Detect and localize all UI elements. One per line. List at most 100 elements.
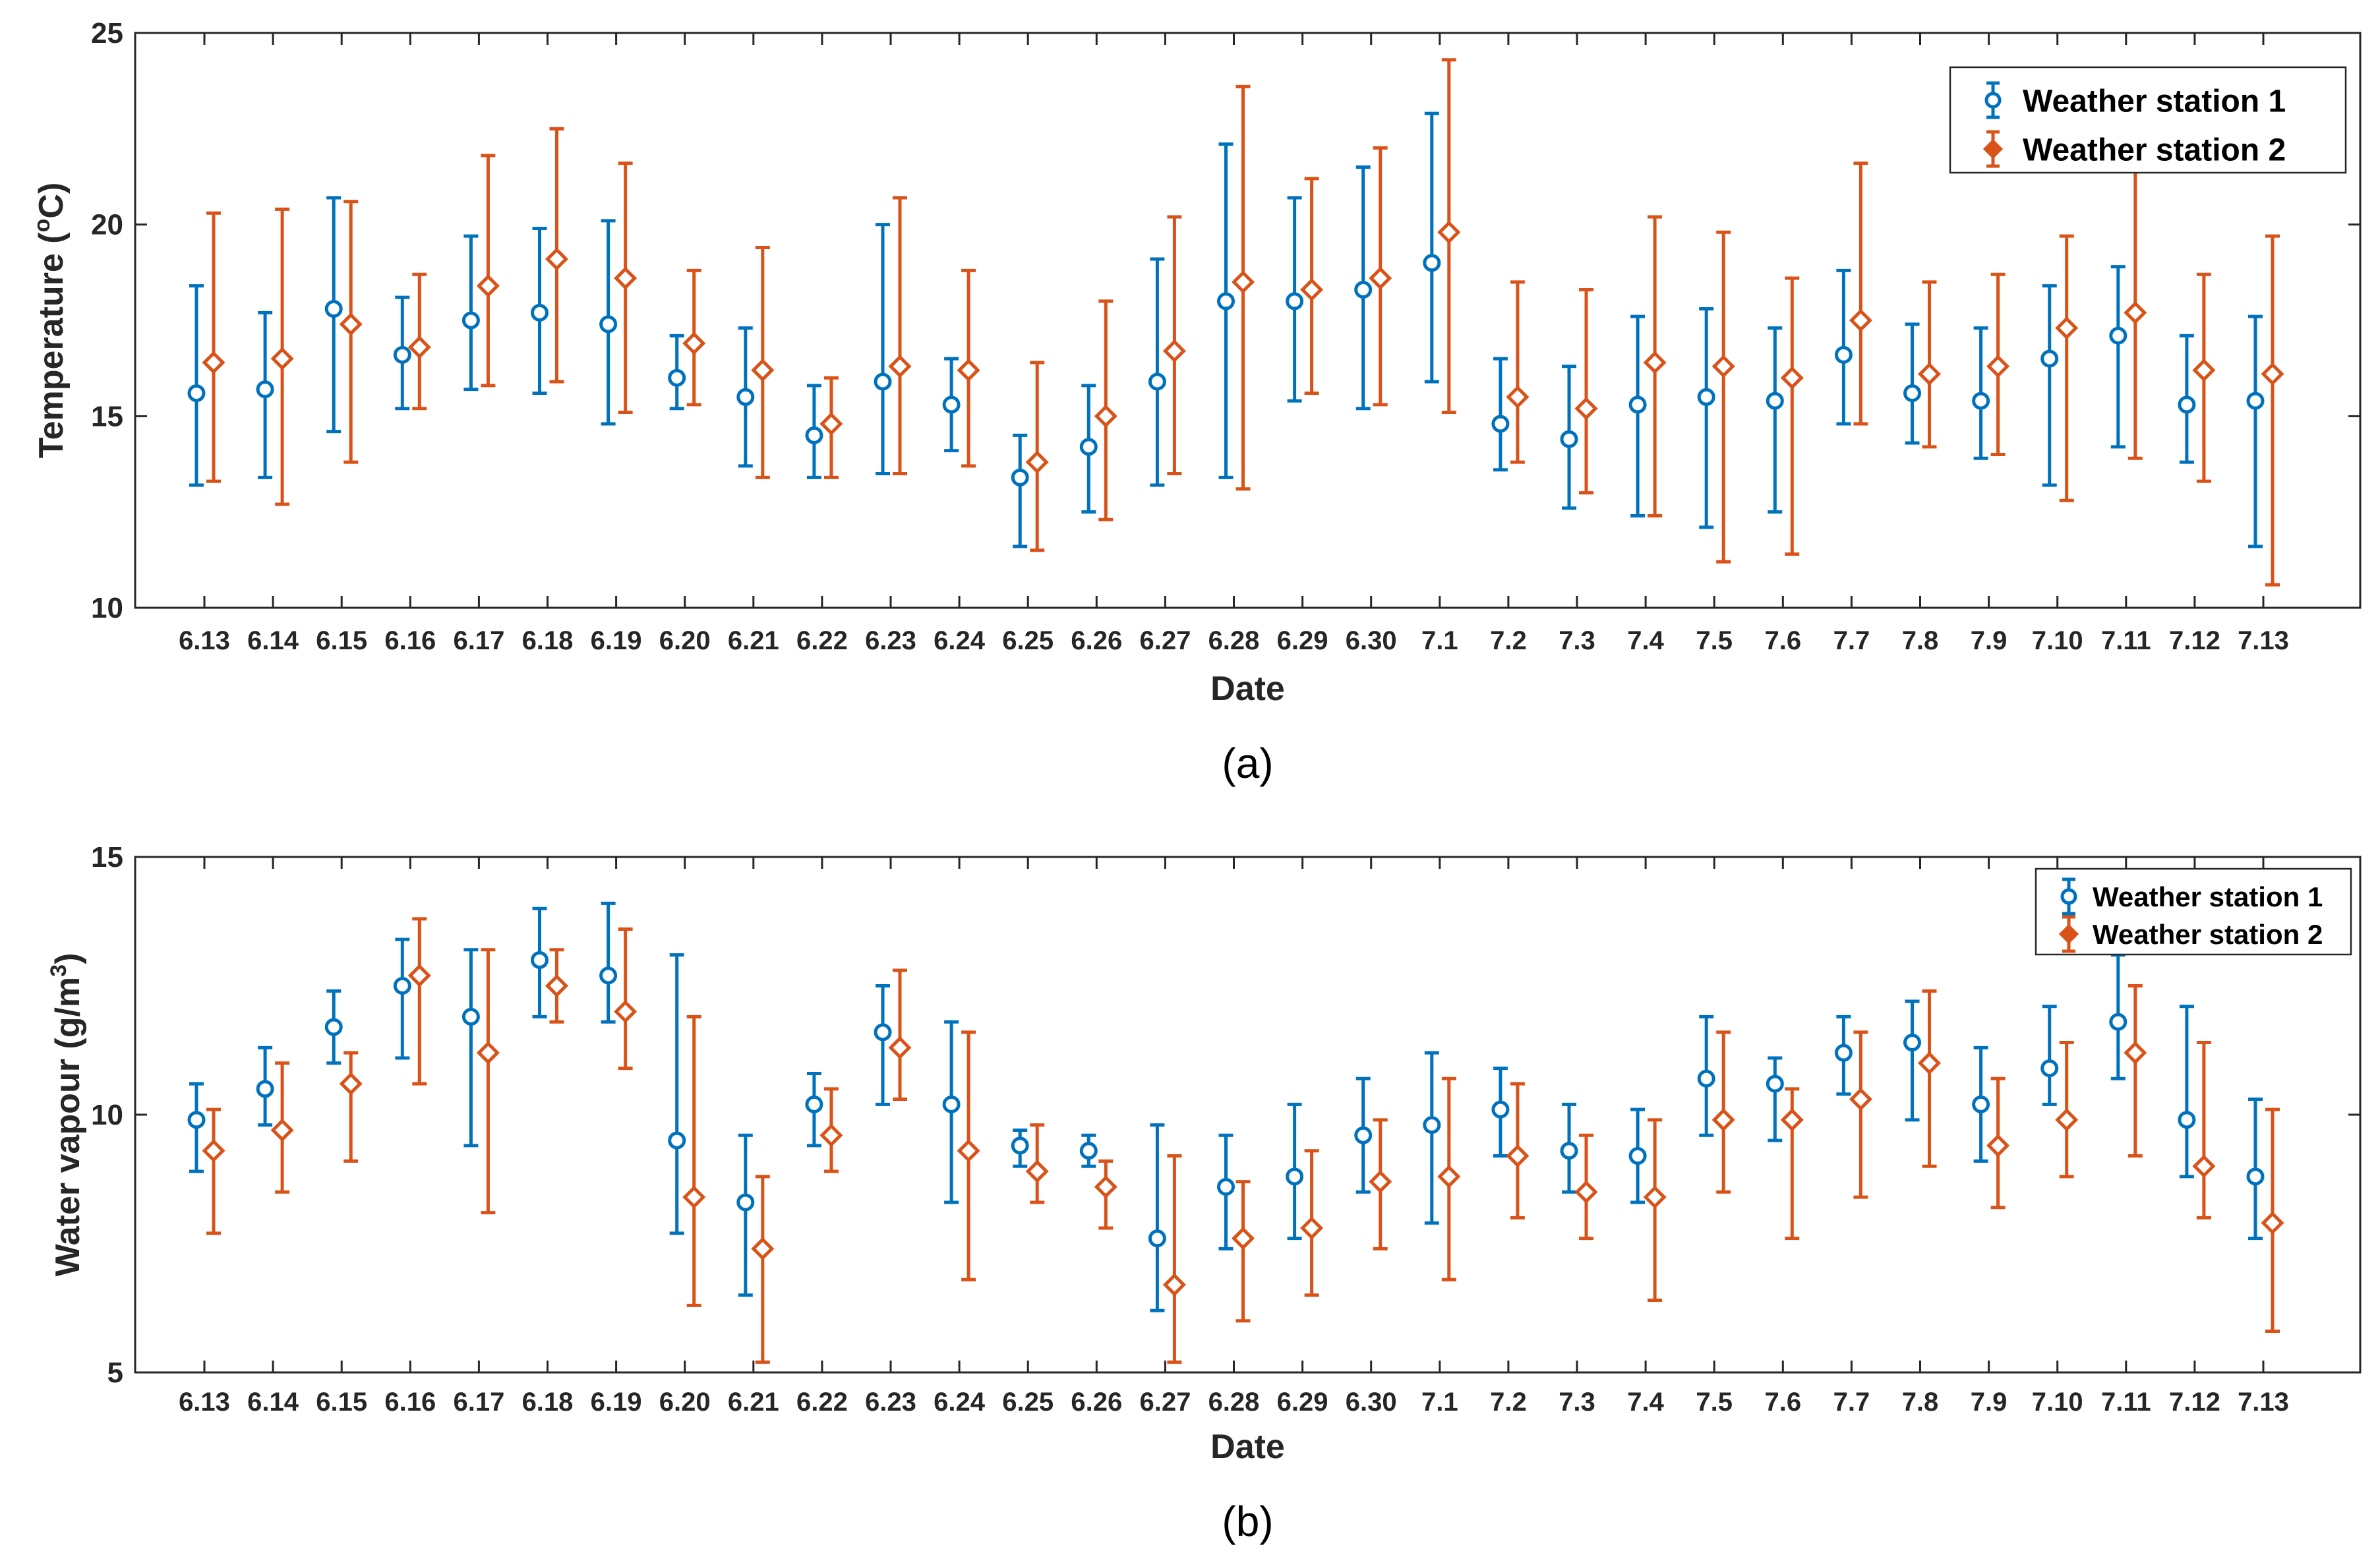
data-point bbox=[2109, 326, 2127, 345]
data-point bbox=[1217, 1177, 1235, 1196]
data-point bbox=[393, 977, 411, 995]
legend-marker bbox=[1984, 92, 2002, 109]
data-point bbox=[1369, 266, 1392, 290]
data-point bbox=[476, 274, 500, 298]
legend: Weather station 1 Weather station 2 bbox=[2035, 867, 2352, 956]
x-tick-label: 7.9 bbox=[1971, 626, 2008, 655]
x-tick-label: 6.24 bbox=[934, 1388, 986, 1417]
data-point bbox=[1025, 450, 1049, 474]
x-tick-label: 7.13 bbox=[2238, 626, 2289, 655]
x-tick-label: 6.30 bbox=[1346, 1388, 1397, 1417]
data-point bbox=[1286, 292, 1304, 310]
data-point bbox=[2040, 1059, 2059, 1078]
y-tick-label: 10 bbox=[91, 592, 123, 624]
data-point bbox=[2055, 1108, 2079, 1132]
data-point bbox=[270, 1118, 294, 1142]
data-point bbox=[2055, 316, 2079, 340]
y-axis-label-sup: o bbox=[30, 219, 55, 233]
series-1 bbox=[187, 111, 2265, 548]
data-point bbox=[1849, 1088, 1872, 1111]
x-tick-label: 6.27 bbox=[1139, 1388, 1191, 1417]
legend-box bbox=[1949, 66, 2347, 174]
x-tick-label: 6.26 bbox=[1071, 626, 1122, 655]
data-point bbox=[1231, 1227, 1255, 1250]
data-point bbox=[614, 266, 638, 290]
data-point bbox=[1574, 1180, 1598, 1204]
data-point bbox=[2246, 1167, 2265, 1186]
x-tick-label: 7.5 bbox=[1696, 1388, 1733, 1417]
data-point bbox=[1162, 339, 1186, 363]
data-point bbox=[531, 951, 549, 969]
panel-b: 5 10 15 6.13 6.14 6.15 6.16 6.17 6.18 6.19 6.20 6.2… bbox=[46, 841, 2362, 1545]
data-point bbox=[1423, 254, 1441, 272]
data-point bbox=[1643, 1185, 1667, 1209]
x-tick-label: 7.9 bbox=[1971, 1388, 2008, 1417]
data-point bbox=[1011, 1136, 1029, 1155]
data-point bbox=[2246, 392, 2265, 410]
data-point bbox=[1903, 384, 1921, 402]
x-tick-label: 6.19 bbox=[591, 1388, 642, 1417]
data-point bbox=[1162, 1273, 1186, 1297]
data-point bbox=[1560, 1142, 1578, 1160]
data-point bbox=[1986, 1134, 2010, 1158]
legend-item-1: Weather station 1 bbox=[2060, 877, 2323, 916]
data-point bbox=[1560, 430, 1578, 448]
legend-marker bbox=[1982, 138, 2004, 160]
data-point bbox=[2124, 1041, 2147, 1065]
x-tick-label: 6.14 bbox=[247, 626, 299, 655]
data-point bbox=[256, 1080, 274, 1098]
x-tick-label: 6.25 bbox=[1002, 1388, 1054, 1417]
x-tick-label: 6.30 bbox=[1346, 626, 1397, 655]
x-tick-label: 7.5 bbox=[1696, 626, 1733, 655]
x-axis-label: Date bbox=[1210, 1428, 1285, 1466]
data-point bbox=[1354, 1126, 1373, 1144]
data-point bbox=[1628, 396, 1647, 414]
data-point bbox=[1766, 392, 1784, 410]
data-point bbox=[476, 1041, 500, 1065]
x-tick-label: 6.15 bbox=[316, 1388, 367, 1417]
data-point bbox=[1148, 372, 1166, 391]
legend-label: Weather station 1 bbox=[2023, 84, 2286, 119]
x-tick-label: 7.1 bbox=[1421, 626, 1458, 655]
data-point bbox=[751, 1237, 775, 1260]
x-tick-label: 6.17 bbox=[453, 1388, 504, 1417]
data-point bbox=[599, 966, 618, 985]
data-point bbox=[819, 412, 843, 436]
data-point bbox=[545, 974, 569, 998]
x-tick-label: 6.18 bbox=[522, 626, 574, 655]
x-tick-label: 7.6 bbox=[1764, 1388, 1801, 1417]
data-point bbox=[1917, 362, 1942, 386]
x-tick-label: 7.2 bbox=[1490, 1388, 1527, 1417]
data-point bbox=[1697, 1069, 1715, 1088]
legend-marker bbox=[2060, 888, 2077, 905]
x-tick-label: 6.26 bbox=[1071, 1388, 1122, 1417]
y-axis-label-main: Temperature ( bbox=[32, 232, 71, 459]
data-point bbox=[339, 312, 363, 336]
x-tick-label: 6.24 bbox=[934, 626, 986, 655]
x-tick-label: 7.10 bbox=[2032, 1388, 2083, 1417]
data-point bbox=[202, 351, 225, 374]
data-point bbox=[1506, 385, 1530, 409]
data-point bbox=[1766, 1074, 1784, 1093]
series-1 bbox=[187, 901, 2265, 1312]
data-point bbox=[1079, 438, 1098, 456]
data-point bbox=[1834, 345, 1853, 364]
data-point bbox=[2192, 1154, 2216, 1178]
data-point bbox=[270, 347, 294, 370]
data-point bbox=[1423, 1116, 1441, 1134]
data-point bbox=[957, 1139, 980, 1163]
y-axis-label: Water vapour (g/m3) bbox=[46, 953, 87, 1277]
data-point bbox=[2192, 359, 2216, 382]
series-2 bbox=[202, 917, 2284, 1364]
data-point bbox=[1079, 1142, 1098, 1160]
data-point bbox=[614, 1000, 638, 1024]
data-point bbox=[1354, 280, 1373, 299]
data-point bbox=[1780, 1108, 1804, 1132]
data-point bbox=[1300, 278, 1324, 302]
data-point bbox=[1972, 1095, 1990, 1113]
data-point bbox=[1437, 220, 1461, 244]
data-point bbox=[668, 1131, 686, 1150]
x-tick-label: 6.28 bbox=[1208, 1388, 1260, 1417]
panel-a: 10 15 20 25 6.13 6.14 6.15 6.16 6.17 6.18 6.19 6.20… bbox=[30, 17, 2362, 787]
